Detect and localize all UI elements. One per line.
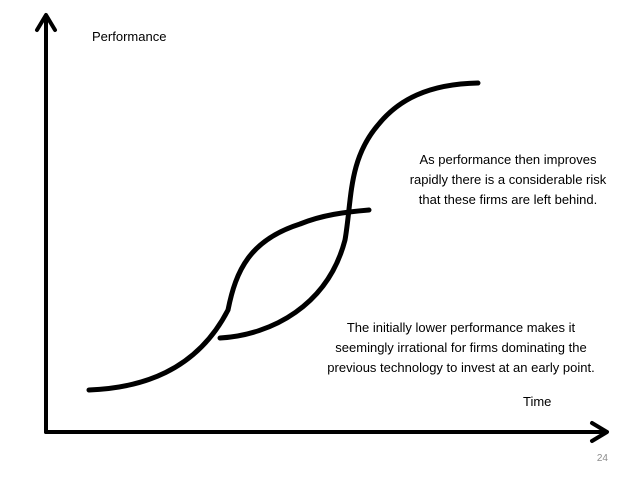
annotation-improves-line: As performance then improves — [419, 152, 597, 167]
annotation-improves-line: rapidly there is a considerable risk — [409, 172, 607, 187]
new-technology-curve — [217, 80, 481, 341]
annotation-initial-line: seemingly irrational for firms dominatin… — [335, 340, 587, 355]
x-axis-label: Time — [523, 394, 552, 409]
x-axis-arrowhead — [590, 421, 609, 443]
annotation-improves-line: that these firms are left behind. — [418, 192, 598, 207]
annotation-improves: As performance then improves rapidly the… — [392, 150, 624, 210]
annotation-initial-line: previous technology to invest at an earl… — [327, 360, 595, 375]
page-number: 24 — [596, 453, 608, 464]
annotation-initial: The initially lower performance makes it… — [303, 318, 619, 378]
y-axis-label: Performance — [92, 29, 167, 44]
annotation-initial-line: The initially lower performance makes it — [346, 320, 576, 335]
old-technology-curve — [86, 207, 372, 393]
y-axis-arrowhead — [35, 13, 57, 32]
